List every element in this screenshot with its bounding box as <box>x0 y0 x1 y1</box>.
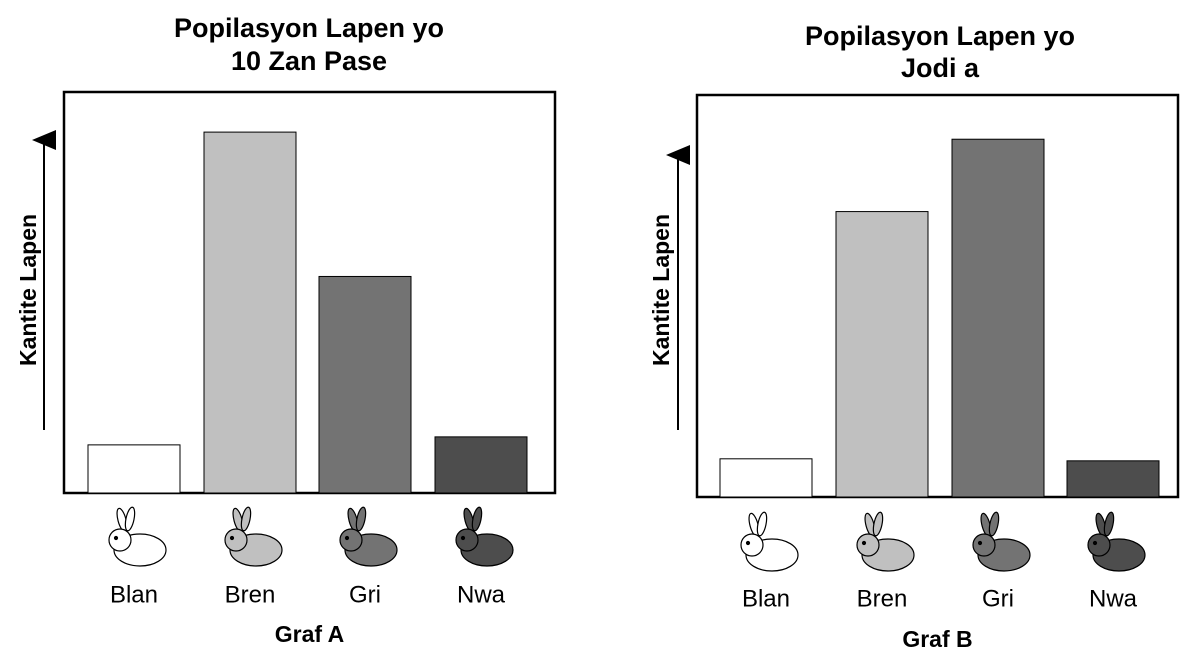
rabbit-eye <box>747 542 750 545</box>
rabbit-head <box>456 529 478 551</box>
plot-frame <box>697 95 1178 497</box>
rabbit-eye <box>115 537 118 540</box>
rabbit-ear <box>124 506 137 531</box>
rabbit-icon <box>225 506 282 566</box>
rabbit-icon <box>109 506 166 566</box>
rabbit-head <box>225 529 247 551</box>
rabbit-head <box>340 529 362 551</box>
x-tick-label: Nwa <box>1089 585 1138 612</box>
x-tick-label: Gri <box>349 581 381 608</box>
rabbit-ear <box>471 506 484 531</box>
bar <box>435 437 527 493</box>
rabbit-head <box>1088 534 1110 556</box>
rabbit-icon <box>456 506 513 566</box>
bar <box>88 445 180 493</box>
y-axis-label: Kantite Lapen <box>648 214 674 366</box>
page: {"chart_data": [ {"type": "bar", "title"… <box>0 0 1180 656</box>
rabbit-eye <box>863 542 866 545</box>
bar <box>952 139 1044 497</box>
x-axis-label: Graf B <box>902 626 972 652</box>
rabbit-head <box>857 534 879 556</box>
rabbit-icon <box>973 511 1030 571</box>
chart-title: Popilasyon Lapen yo <box>805 21 1075 51</box>
x-tick-label: Bren <box>857 585 908 612</box>
chart-title: 10 Zan Pase <box>231 46 387 76</box>
x-tick-label: Gri <box>982 585 1014 612</box>
bar <box>720 459 812 497</box>
x-tick-label: Nwa <box>457 581 506 608</box>
rabbit-icon <box>741 511 798 571</box>
plot-frame <box>64 92 555 493</box>
x-tick-label: Bren <box>225 581 276 608</box>
rabbit-icon <box>340 506 397 566</box>
rabbit-eye <box>1094 542 1097 545</box>
figure: Popilasyon Lapen yo10 Zan PaseKantite La… <box>0 0 1180 656</box>
rabbit-ear <box>1103 511 1116 536</box>
rabbit-ear <box>988 511 1001 536</box>
bar <box>204 132 296 493</box>
x-tick-label: Blan <box>110 581 158 608</box>
rabbit-eye <box>462 537 465 540</box>
x-tick-label: Blan <box>742 585 790 612</box>
chart-title: Jodi a <box>901 53 980 83</box>
rabbit-ear <box>872 511 885 536</box>
bar <box>836 212 928 497</box>
rabbit-head <box>973 534 995 556</box>
rabbit-eye <box>346 537 349 540</box>
y-axis-label: Kantite Lapen <box>15 214 41 366</box>
rabbit-icon <box>1088 511 1145 571</box>
rabbit-head <box>109 529 131 551</box>
chart-title: Popilasyon Lapen yo <box>174 13 444 43</box>
rabbit-eye <box>979 542 982 545</box>
rabbit-ear <box>240 506 253 531</box>
rabbit-head <box>741 534 763 556</box>
rabbit-eye <box>231 537 234 540</box>
rabbit-ear <box>355 506 368 531</box>
rabbit-icon <box>857 511 914 571</box>
bar <box>1067 461 1159 497</box>
rabbit-ear <box>756 511 769 536</box>
bar <box>319 276 411 493</box>
x-axis-label: Graf A <box>275 621 344 647</box>
